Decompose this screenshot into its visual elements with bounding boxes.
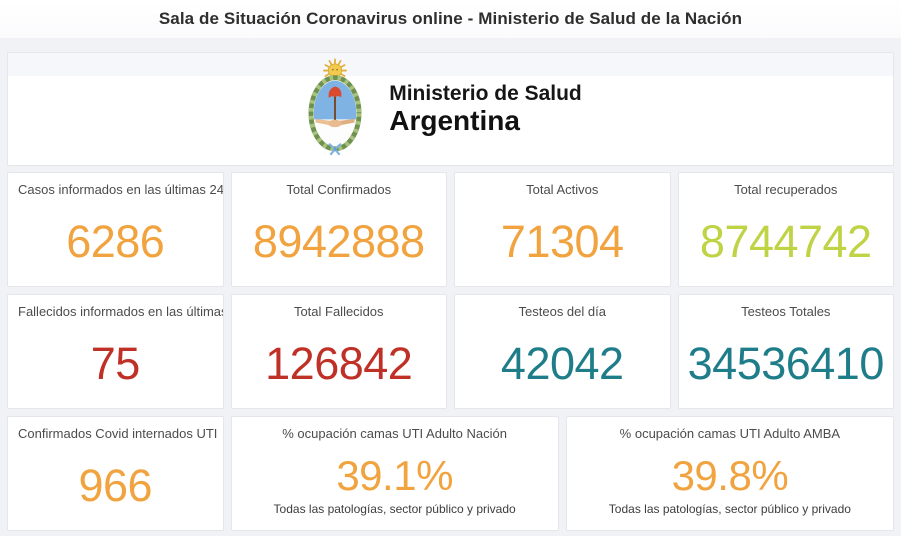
card-testeos-dia: Testeos del día 42042 [454, 294, 671, 409]
card-testeos-totales: Testeos Totales 34536410 [677, 294, 894, 409]
card-value: 75 [90, 338, 141, 389]
card-value: 34536410 [687, 338, 885, 389]
card-title: Testeos del día [518, 304, 606, 319]
card-total-recuperados: Total recuperados 8744742 [677, 172, 894, 287]
card-total-activos: Total Activos 71304 [454, 172, 671, 287]
card-title: Total recuperados [734, 182, 838, 197]
card-value: 8744742 [699, 216, 872, 267]
card-value: 966 [78, 460, 153, 511]
card-title: Total Confirmados [286, 182, 392, 197]
card-value: 39.1% [336, 452, 453, 499]
page-title: Sala de Situación Coronavirus online - M… [158, 9, 743, 28]
card-total-fallecidos: Total Fallecidos 126842 [230, 294, 447, 409]
card-casos-24h: Casos informados en las últimas 24 ... 6… [7, 172, 224, 287]
card-value: 39.8% [671, 452, 789, 499]
logo-panel-header-strip [8, 53, 893, 76]
card-value: 126842 [265, 338, 413, 389]
argentina-coat-of-arms-icon [295, 55, 375, 164]
card-uti-nacion: % ocupación camas UTI Adulto Nación 39.1… [230, 416, 559, 531]
card-value: 42042 [500, 338, 624, 389]
dashboard-header: Sala de Situación Coronavirus online - M… [0, 0, 901, 38]
card-value: 71304 [500, 216, 624, 267]
logo-panel: Ministerio de Salud Argentina [7, 52, 894, 166]
card-fallecidos-24h: Fallecidos informados en las últimas... … [7, 294, 224, 409]
card-title: Total Fallecidos [293, 304, 384, 319]
card-title: Total Activos [526, 182, 599, 197]
ministry-logo: Ministerio de Salud Argentina [295, 55, 582, 164]
card-total-confirmados: Total Confirmados 8942888 [230, 172, 447, 287]
card-uti-amba: % ocupación camas UTI Adulto AMBA 39.8% … [565, 416, 894, 531]
card-subtitle: Todas las patologías, sector público y p… [273, 502, 516, 516]
card-title: Fallecidos informados en las últimas... [18, 304, 223, 319]
dashboard-main: Ministerio de Salud Argentina Casos info… [0, 52, 901, 531]
card-title: Confirmados Covid internados UTI [18, 426, 218, 441]
card-title: % ocupación camas UTI Adulto AMBA [619, 426, 841, 441]
card-value: 8942888 [252, 216, 425, 267]
card-title: Casos informados en las últimas 24 ... [18, 182, 223, 197]
card-value: 6286 [66, 216, 165, 267]
card-internados-uti: Confirmados Covid internados UTI 966 [7, 416, 224, 531]
card-subtitle: Todas las patologías, sector público y p… [608, 502, 851, 516]
stat-cards-grid: Casos informados en las últimas 24 ... 6… [7, 172, 894, 531]
card-title: % ocupación camas UTI Adulto Nación [282, 426, 507, 441]
ministry-country: Argentina [389, 104, 520, 136]
ministry-name: Ministerio de Salud [389, 81, 582, 105]
ministry-wordmark: Ministerio de Salud Argentina [389, 82, 582, 137]
card-title: Testeos Totales [741, 304, 831, 319]
